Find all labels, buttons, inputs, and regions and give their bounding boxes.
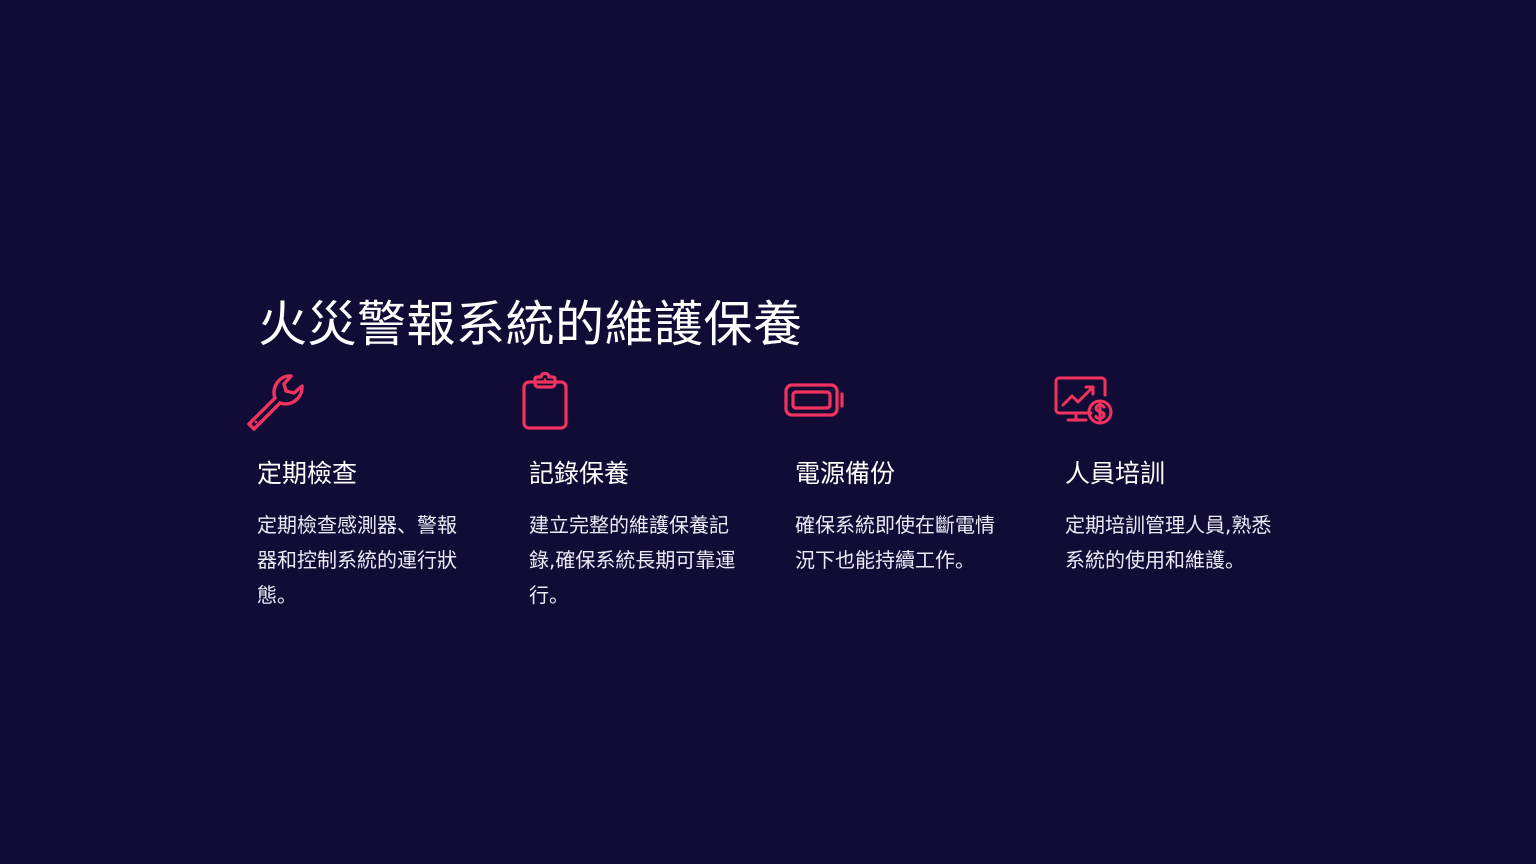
slide-title: 火災警報系統的維護保養 [258, 295, 803, 353]
wrench-icon [246, 372, 306, 432]
feature-description: 定期培訓管理人員,熟悉系統的使用和維護。 [1065, 513, 1272, 572]
feature-description: 定期檢查感測器、警報器和控制系統的運行狀態。 [257, 513, 457, 607]
clipboard-icon [518, 372, 578, 432]
feature-heading: 定期檢查 [257, 459, 358, 488]
feature-description: 確保系統即使在斷電情況下也能持續工作。 [795, 513, 995, 572]
feature-heading: 人員培訓 [1065, 459, 1166, 488]
feature-heading: 記錄保養 [529, 459, 630, 488]
monitor-dollar-icon [1054, 372, 1114, 432]
battery-icon [784, 372, 844, 432]
feature-description: 建立完整的維護保養記錄,確保系統長期可靠運行。 [529, 513, 736, 607]
feature-heading: 電源備份 [795, 459, 896, 488]
